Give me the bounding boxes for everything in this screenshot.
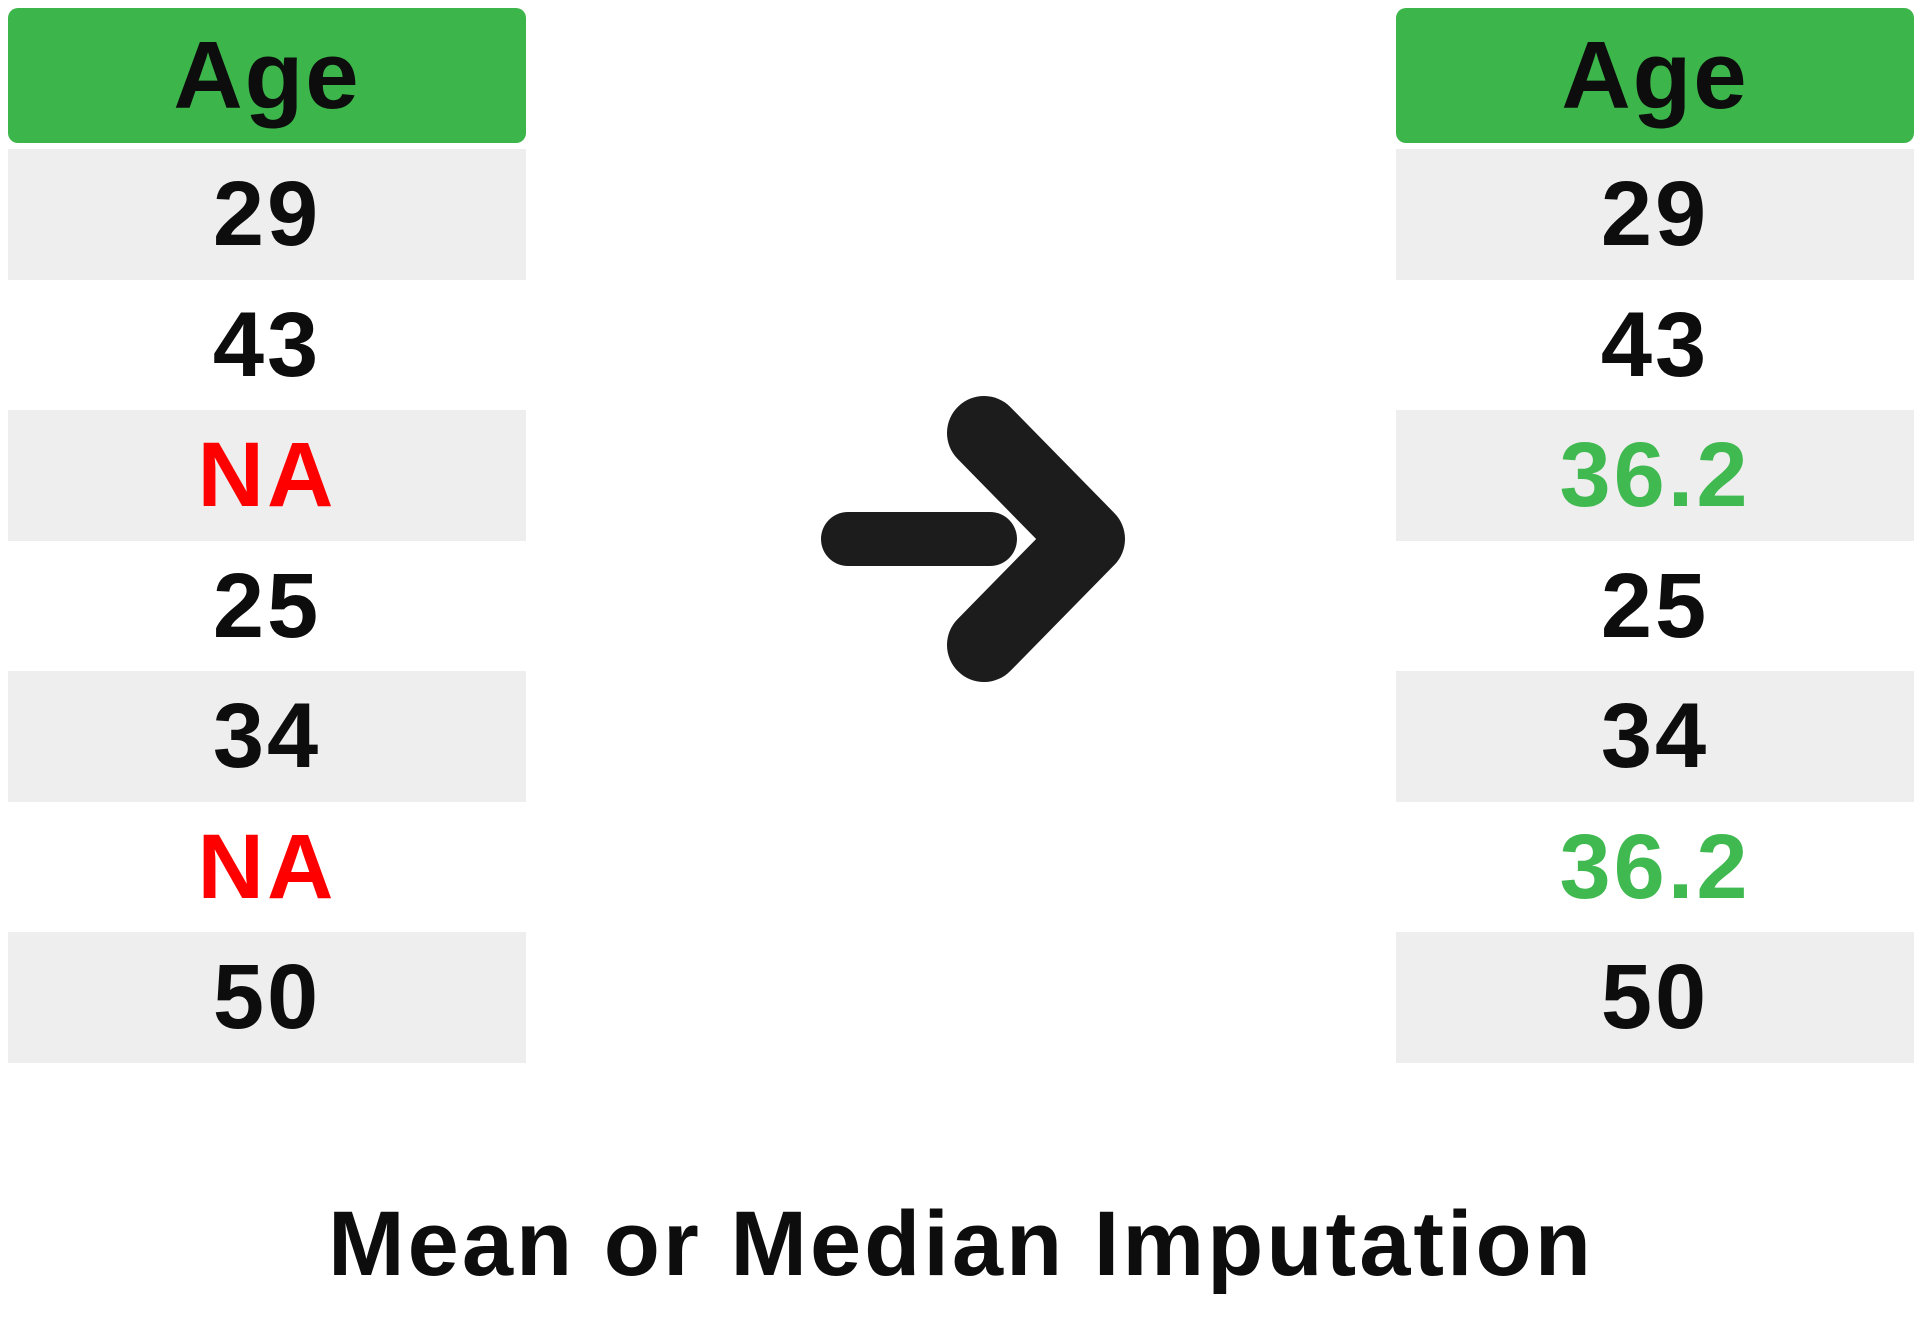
table-after-imputation: Age 29 43 36.2 25 34 36.2 50 — [1396, 8, 1914, 1063]
table-cell-normal: 29 — [1600, 163, 1710, 266]
table-before-imputation: Age 29 43 NA 25 34 NA 50 — [8, 8, 526, 1063]
table-cell-normal: 50 — [212, 946, 322, 1049]
table-cell-imputed: 36.2 — [1559, 815, 1751, 918]
table-row: 43 — [1396, 279, 1914, 410]
table-row: 29 — [1396, 149, 1914, 280]
table-cell-normal: 43 — [1600, 293, 1710, 396]
table-row: NA — [8, 410, 526, 541]
transformation-arrow — [818, 389, 1128, 689]
table-cell-missing: NA — [197, 815, 337, 918]
table-cell-normal: 50 — [1600, 946, 1710, 1049]
table-cell-missing: NA — [197, 424, 337, 527]
right-arrow-icon — [821, 396, 1125, 682]
column-header-age-before: Age — [8, 8, 526, 143]
table-row: 34 — [8, 671, 526, 802]
table-body-before: 29 43 NA 25 34 NA 50 — [8, 149, 526, 1063]
table-body-after: 29 43 36.2 25 34 36.2 50 — [1396, 149, 1914, 1063]
table-cell-normal: 29 — [212, 163, 322, 266]
table-cell-normal: 34 — [1600, 685, 1710, 788]
table-cell-normal: 25 — [212, 554, 322, 657]
table-row: 36.2 — [1396, 410, 1914, 541]
table-row: NA — [8, 801, 526, 932]
table-row: 50 — [1396, 932, 1914, 1063]
diagram-caption: Mean or Median Imputation — [328, 1193, 1594, 1295]
table-row: 29 — [8, 149, 526, 280]
table-row: 34 — [1396, 671, 1914, 802]
table-cell-imputed: 36.2 — [1559, 424, 1751, 527]
column-header-age-after: Age — [1396, 8, 1914, 143]
table-row: 43 — [8, 279, 526, 410]
table-row: 36.2 — [1396, 801, 1914, 932]
table-row: 25 — [1396, 540, 1914, 671]
table-cell-normal: 34 — [212, 685, 322, 788]
table-row: 50 — [8, 932, 526, 1063]
table-cell-normal: 25 — [1600, 554, 1710, 657]
table-row: 25 — [8, 540, 526, 671]
table-cell-normal: 43 — [212, 293, 322, 396]
